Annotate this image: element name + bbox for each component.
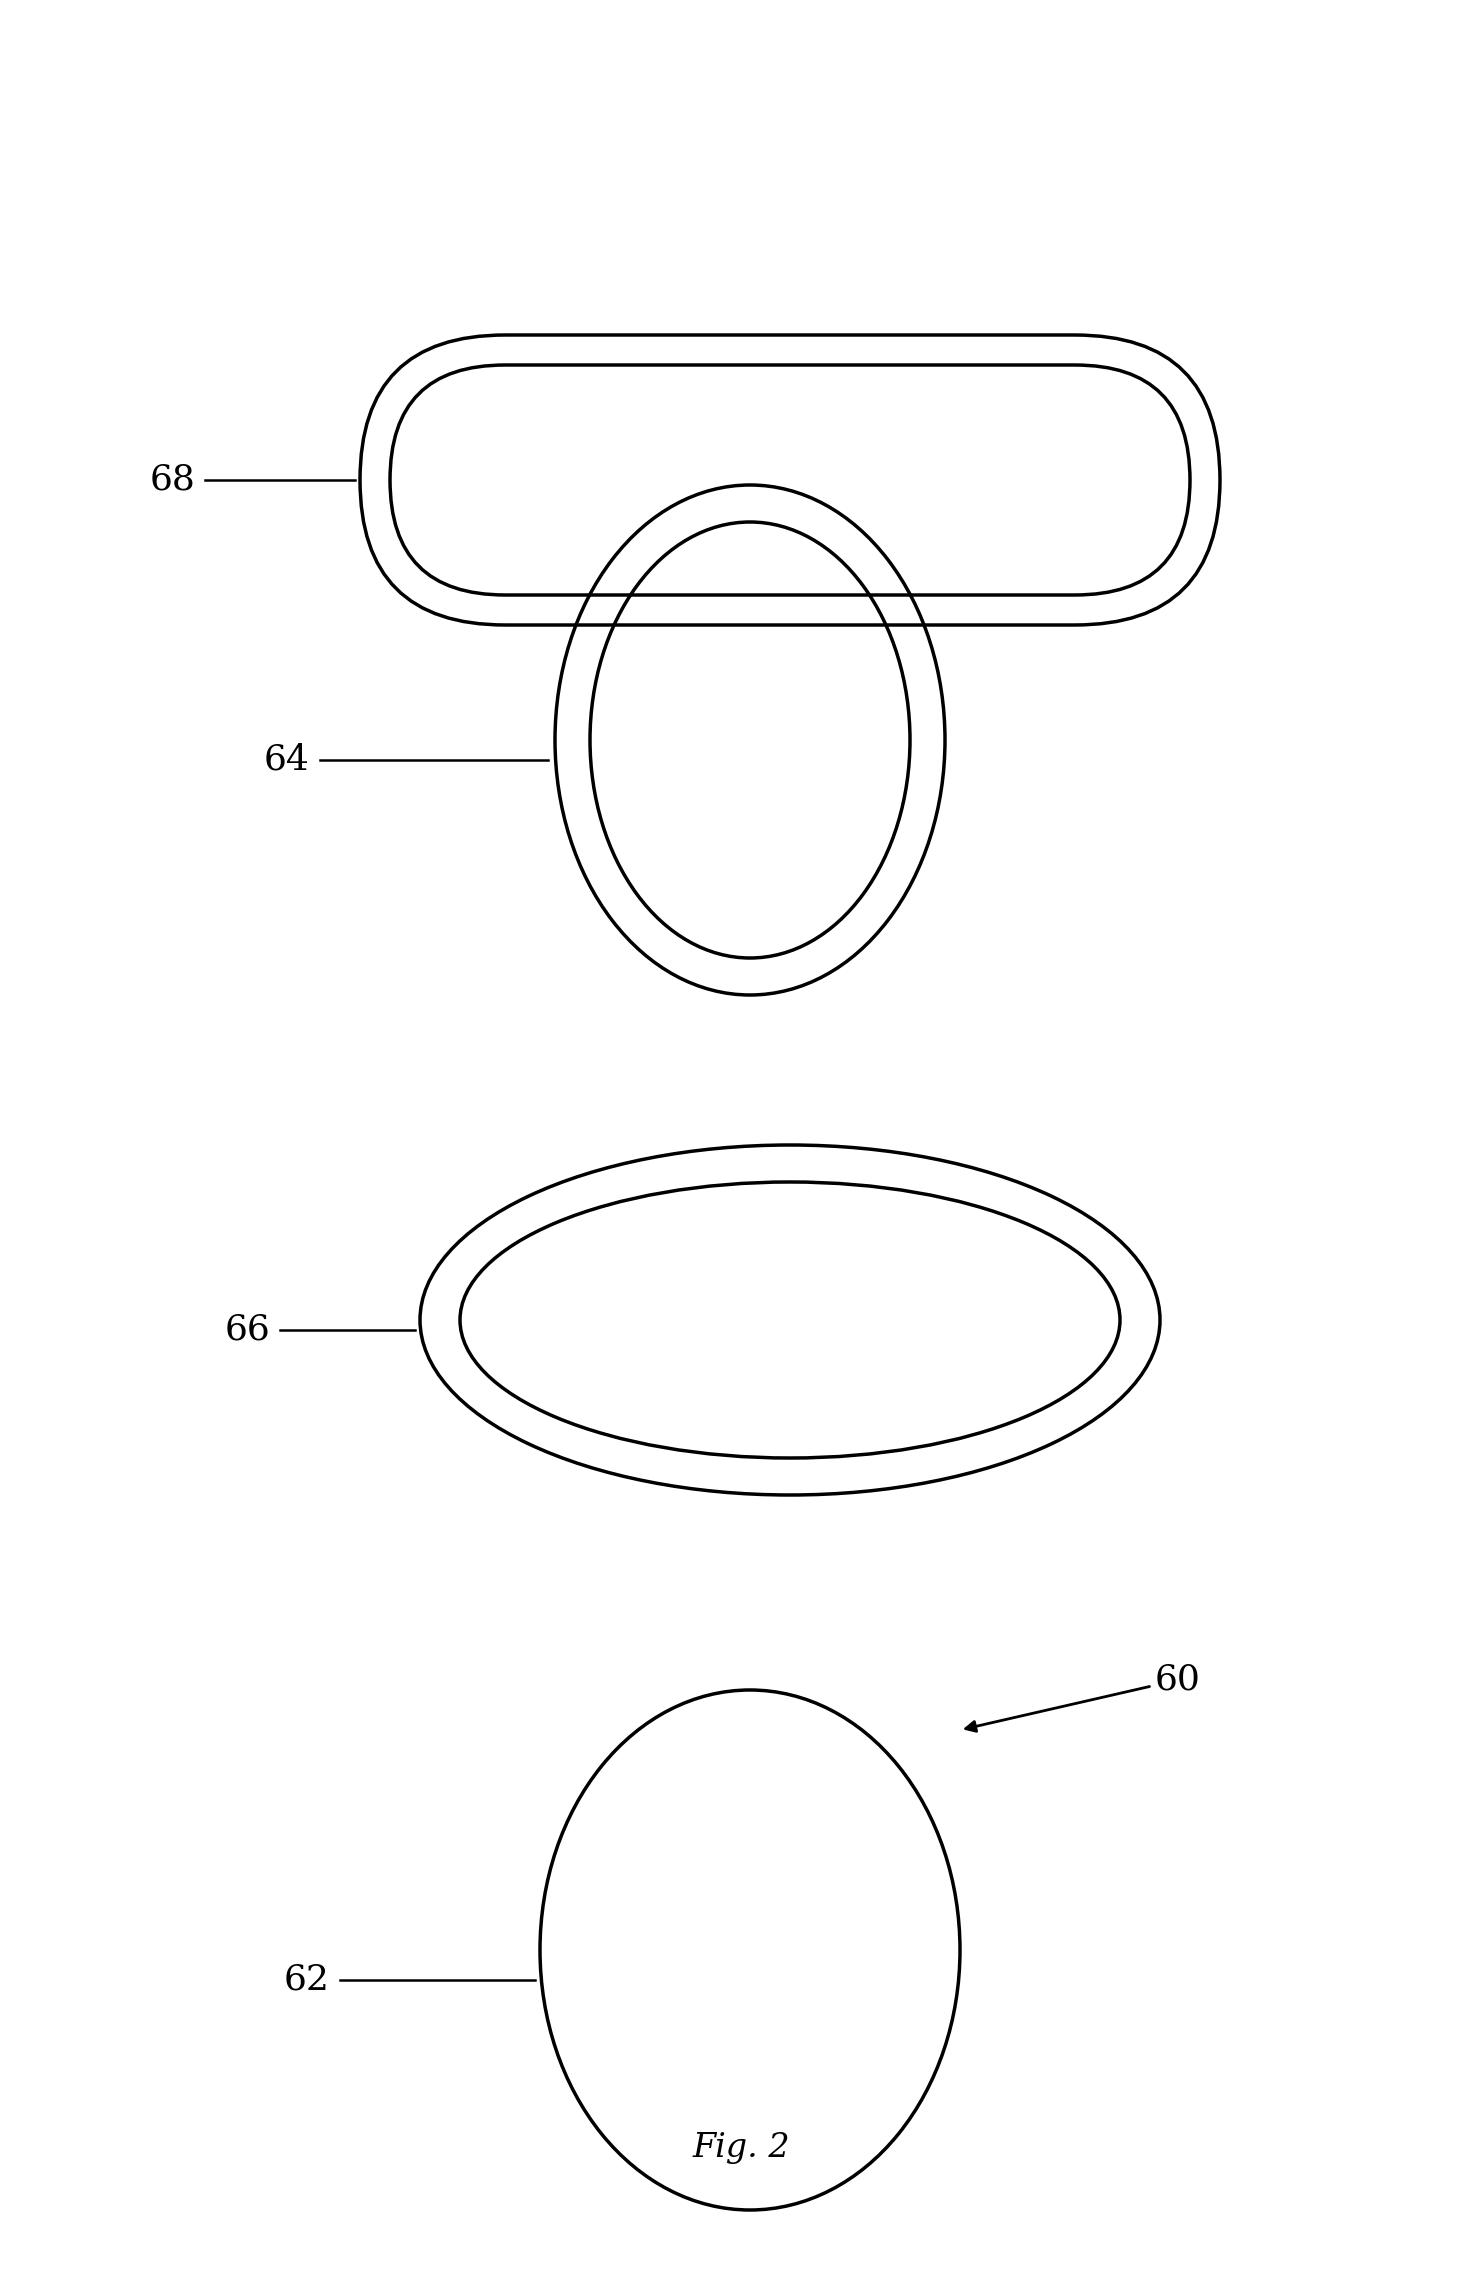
Text: 60: 60: [965, 1663, 1201, 1731]
Text: 66: 66: [224, 1312, 270, 1346]
Text: 64: 64: [264, 743, 310, 777]
Text: 62: 62: [285, 1964, 331, 1998]
Text: Fig. 2: Fig. 2: [693, 2132, 790, 2164]
Text: 68: 68: [150, 462, 194, 497]
